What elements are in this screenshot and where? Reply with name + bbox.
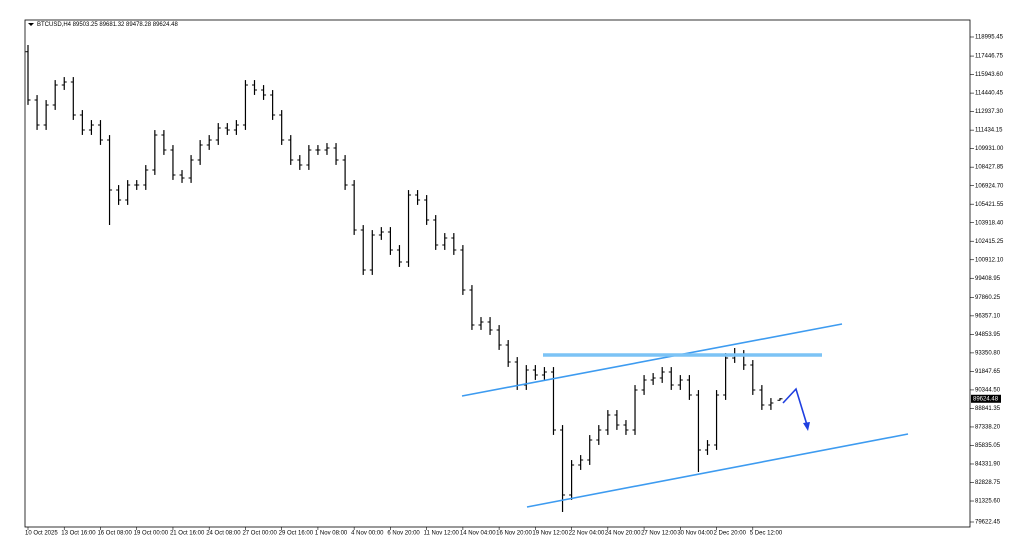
y-tick-label: 79622.45: [975, 520, 1001, 526]
y-tick-label: 109931.00: [975, 146, 1004, 152]
y-tick-label: 93350.80: [975, 350, 1001, 356]
forecast-arrowhead: [803, 422, 810, 431]
bars: [25, 45, 783, 512]
x-tick-label: 27 Oct 00:00: [242, 531, 277, 537]
y-tick-label: 114440.45: [975, 91, 1004, 97]
x-tick-label: 24 Oct 08:00: [206, 531, 241, 537]
x-tick-label: 10 Oct 2025: [25, 531, 58, 537]
x-tick-label: 6 Nov 20:00: [387, 531, 420, 537]
current-price-label: 89624.48: [973, 396, 999, 402]
y-tick-label: 112937.30: [975, 109, 1004, 115]
channel-lower-line: [526, 433, 909, 508]
y-tick-label: 118995.45: [975, 35, 1004, 41]
plot-frame: [24, 19, 971, 528]
y-tick-label: 96357.10: [975, 313, 1001, 319]
x-tick-label: 19 Nov 12:00: [532, 531, 568, 537]
y-tick-label: 88841.35: [975, 406, 1001, 412]
y-tick-label: 106924.70: [975, 183, 1004, 189]
x-tick-label: 30 Nov 04:00: [677, 531, 713, 537]
y-tick-label: 115943.60: [975, 72, 1004, 78]
forecast-arrow: [782, 387, 808, 426]
y-tick-label: 105421.55: [975, 202, 1004, 208]
y-tick-label: 111434.15: [975, 128, 1003, 134]
x-tick-label: 29 Oct 16:00: [279, 531, 314, 537]
y-tick-label: 103918.40: [975, 220, 1004, 226]
x-tick-label: 13 Oct 16:00: [61, 531, 96, 537]
x-tick-label: 11 Nov 12:00: [424, 531, 460, 537]
chart-title: BTCUSD,H4 89503.25 89681.32 89478.28 896…: [37, 22, 178, 28]
x-tick-label: 1 Nov 08:00: [315, 531, 348, 537]
x-tick-label: 16 Oct 08:00: [97, 531, 132, 537]
x-tick-label: 24 Nov 20:00: [605, 531, 641, 537]
x-tick-label: 14 Nov 04:00: [460, 531, 496, 537]
x-tick-label: 5 Dec 12:00: [750, 531, 783, 537]
x-tick-label: 4 Nov 00:00: [351, 531, 384, 537]
y-tick-label: 87338.20: [975, 425, 1001, 431]
y-tick-label: 91847.65: [975, 369, 1001, 375]
channel-upper-line: [461, 323, 843, 397]
y-tick-label: 81325.60: [975, 499, 1001, 505]
x-tick-label: 22 Nov 04:00: [569, 531, 605, 537]
x-tick-label: 21 Oct 16:00: [170, 531, 205, 537]
y-tick-label: 84331.90: [975, 462, 1001, 468]
y-tick-label: 94853.95: [975, 332, 1001, 338]
y-tick-label: 100912.10: [975, 257, 1004, 263]
y-tick-label: 99408.95: [975, 276, 1001, 282]
y-tick-label: 108427.85: [975, 165, 1004, 171]
current-price-box: [971, 394, 1001, 403]
y-tick-label: 102415.25: [975, 239, 1004, 245]
y-tick-label: 117446.75: [975, 54, 1004, 60]
y-tick-label: 90344.50: [975, 387, 1001, 393]
y-tick-label: 82828.75: [975, 480, 1001, 486]
x-tick-label: 2 Dec 20:00: [714, 531, 747, 537]
y-tick-label: 97860.25: [975, 295, 1001, 301]
symbol-menu-icon: [28, 23, 34, 26]
y-tick-label: 85835.05: [975, 443, 1001, 449]
x-tick-label: 27 Nov 12:00: [641, 531, 677, 537]
x-tick-label: 19 Oct 00:00: [134, 531, 169, 537]
x-tick-label: 16 Nov 20:00: [496, 531, 532, 537]
